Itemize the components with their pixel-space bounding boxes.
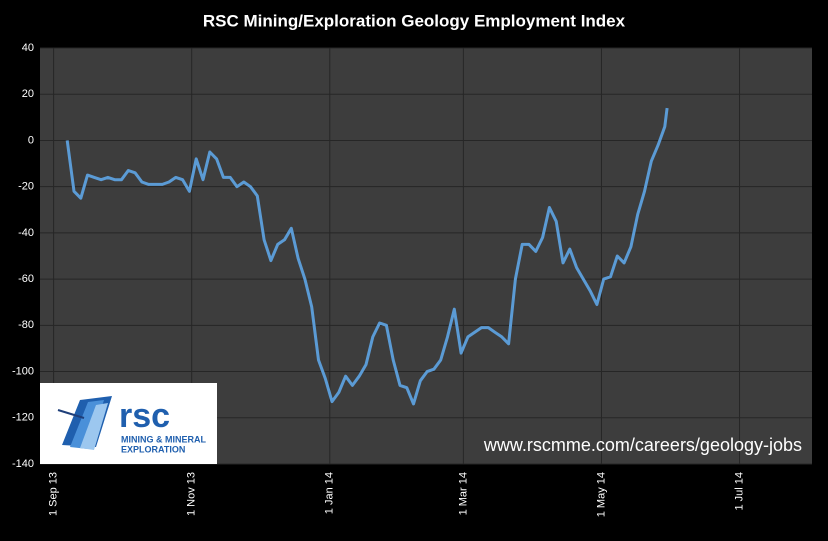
x-tick-label: 1 May 14 xyxy=(595,472,607,517)
x-tick-label: 1 Jan 14 xyxy=(324,472,336,514)
logo-subtitle: MINING & MINERAL xyxy=(121,434,206,444)
x-tick-label: 1 Mar 14 xyxy=(457,472,469,515)
y-tick-label: 40 xyxy=(22,42,34,54)
x-tick-label: 1 Jul 14 xyxy=(733,472,745,511)
y-tick-label: -100 xyxy=(12,365,34,377)
marks xyxy=(65,107,669,406)
x-tick-label: 1 Nov 13 xyxy=(186,472,198,516)
y-tick-label: -20 xyxy=(18,181,34,193)
grid xyxy=(40,47,812,465)
logo: rsc MINING & MINERAL EXPLORATION xyxy=(40,383,217,464)
chart-title: RSC Mining/Exploration Geology Employmen… xyxy=(203,11,626,30)
y-tick-label: 20 xyxy=(22,88,34,100)
logo-shape xyxy=(80,403,108,450)
logo-pen xyxy=(57,409,85,419)
url-annotation: www.rscmme.com/careers/geology-jobs xyxy=(483,435,802,455)
y-tick-label: -80 xyxy=(18,319,34,331)
y-tick-label: -60 xyxy=(18,273,34,285)
data-line xyxy=(65,107,669,406)
x-tick-label: 1 Sep 13 xyxy=(47,472,59,516)
y-tick-label: -120 xyxy=(12,412,34,424)
y-tick-label: -40 xyxy=(18,227,34,239)
logo-text: rsc xyxy=(119,397,170,435)
y-tick-label: 0 xyxy=(28,134,34,146)
logo-subtitle: EXPLORATION xyxy=(121,444,185,454)
logo-box xyxy=(40,383,217,464)
y-tick-label: -140 xyxy=(12,458,34,470)
